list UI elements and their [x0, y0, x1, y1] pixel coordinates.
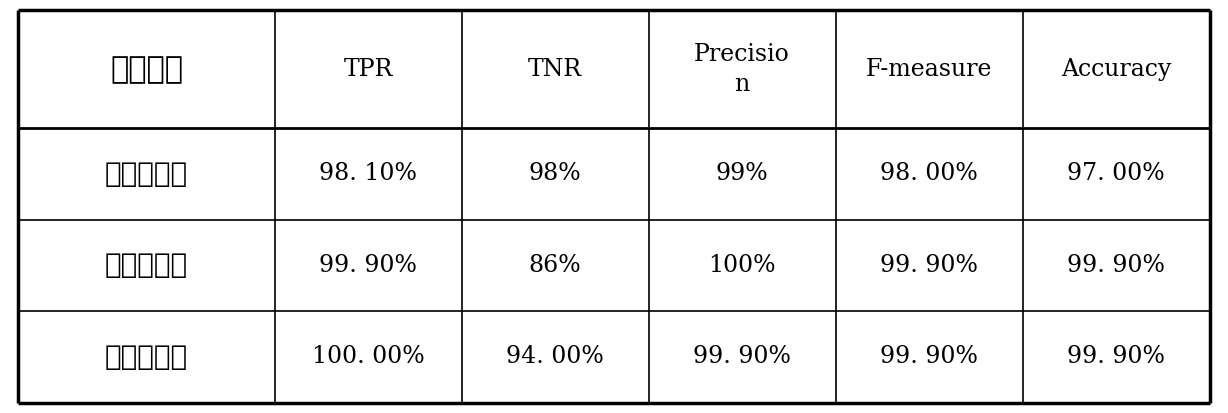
- Bar: [462, 311, 648, 403]
- Bar: [648, 220, 835, 311]
- Text: 99. 90%: 99. 90%: [693, 345, 791, 368]
- Text: 拒绝服务型: 拒绝服务型: [104, 252, 188, 280]
- Text: 99. 90%: 99. 90%: [880, 254, 977, 277]
- Text: 97. 00%: 97. 00%: [1067, 162, 1165, 185]
- Text: 100. 00%: 100. 00%: [312, 345, 425, 368]
- Text: Accuracy: Accuracy: [1061, 58, 1172, 81]
- Text: 99. 90%: 99. 90%: [1067, 345, 1165, 368]
- Text: 98%: 98%: [529, 162, 581, 185]
- Bar: [275, 220, 462, 311]
- Text: 99. 90%: 99. 90%: [1067, 254, 1165, 277]
- Bar: [1023, 128, 1210, 220]
- Bar: [648, 10, 835, 128]
- Text: 100%: 100%: [709, 254, 776, 277]
- Bar: [18, 128, 275, 220]
- Bar: [1023, 220, 1210, 311]
- Text: 改变功能型: 改变功能型: [104, 160, 188, 188]
- Text: 86%: 86%: [529, 254, 581, 277]
- Bar: [648, 311, 835, 403]
- Bar: [462, 128, 648, 220]
- Bar: [462, 220, 648, 311]
- Text: 木马类型: 木马类型: [111, 55, 183, 84]
- Text: Precisio
n: Precisio n: [694, 43, 790, 96]
- Text: TNR: TNR: [528, 58, 582, 81]
- Text: 98. 10%: 98. 10%: [319, 162, 418, 185]
- Bar: [1023, 10, 1210, 128]
- Bar: [835, 311, 1023, 403]
- Bar: [462, 10, 648, 128]
- Text: F-measure: F-measure: [866, 58, 992, 81]
- Bar: [835, 10, 1023, 128]
- Text: 信息泄露型: 信息泄露型: [104, 343, 188, 371]
- Bar: [18, 311, 275, 403]
- Bar: [18, 220, 275, 311]
- Text: 99. 90%: 99. 90%: [319, 254, 418, 277]
- Text: 99%: 99%: [716, 162, 769, 185]
- Text: 98. 00%: 98. 00%: [880, 162, 977, 185]
- Bar: [275, 10, 462, 128]
- Bar: [835, 128, 1023, 220]
- Text: 94. 00%: 94. 00%: [506, 345, 604, 368]
- Bar: [835, 220, 1023, 311]
- Text: TPR: TPR: [344, 58, 393, 81]
- Bar: [1023, 311, 1210, 403]
- Bar: [18, 10, 275, 128]
- Bar: [275, 311, 462, 403]
- Text: 99. 90%: 99. 90%: [880, 345, 977, 368]
- Bar: [275, 128, 462, 220]
- Bar: [648, 128, 835, 220]
